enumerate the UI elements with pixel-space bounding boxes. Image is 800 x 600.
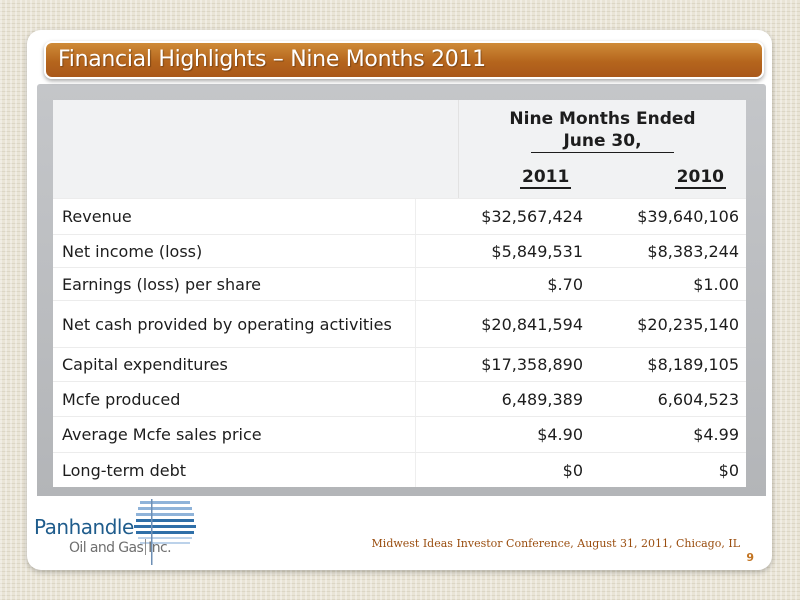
table-row: Net cash provided by operating activitie…: [53, 300, 746, 347]
column-divider: [415, 301, 416, 347]
value-2011: 6,489,389: [501, 389, 583, 409]
row-label: Long-term debt: [62, 460, 187, 480]
table-row: Revenue $32,567,424 $39,640,106: [53, 198, 746, 234]
period-heading: Nine Months Ended June 30,: [459, 108, 746, 153]
year-2011-heading: 2011: [520, 167, 572, 189]
value-2010: $20,235,140: [637, 314, 739, 334]
table-row: Net income (loss) $5,849,531 $8,383,244: [53, 234, 746, 267]
column-divider: [415, 199, 416, 234]
table-row: Long-term debt $0 $0: [53, 452, 746, 487]
page-number: 9: [746, 551, 754, 564]
header-period-cell: Nine Months Ended June 30, 2011 2010: [458, 100, 746, 198]
value-2010: 6,604,523: [657, 389, 739, 409]
row-label: Earnings (loss) per share: [62, 274, 262, 294]
company-logo: Panhandle Oil and Gas Inc.: [34, 497, 196, 567]
value-2011: $17,358,890: [481, 355, 583, 374]
logo-subtitle: Oil and Gas Inc.: [69, 539, 172, 556]
row-label: Revenue: [62, 207, 132, 226]
value-2011: $.70: [547, 274, 583, 294]
logo-sub-part2: Inc.: [148, 540, 171, 556]
table-row: Earnings (loss) per share $.70 $1.00: [53, 267, 746, 300]
value-2010: $4.99: [693, 425, 739, 444]
row-label: Net income (loss): [62, 241, 203, 261]
column-divider: [415, 417, 416, 452]
table-row: Mcfe produced 6,489,389 6,604,523: [53, 381, 746, 416]
waves-logo-icon: [134, 499, 196, 565]
column-divider: [415, 348, 416, 381]
value-2011: $0: [562, 460, 583, 480]
slide-title: Financial Highlights – Nine Months 2011: [58, 47, 486, 72]
value-2010: $8,383,244: [647, 241, 739, 261]
value-2010: $1.00: [693, 274, 739, 294]
table-row: Average Mcfe sales price $4.90 $4.99: [53, 416, 746, 452]
period-line1: Nine Months Ended: [509, 109, 696, 129]
row-label: Net cash provided by operating activitie…: [62, 314, 392, 334]
period-line2: June 30,: [531, 131, 674, 153]
table-row: Capital expenditures $17,358,890 $8,189,…: [53, 347, 746, 381]
column-divider: [415, 453, 416, 487]
column-divider: [415, 382, 416, 416]
column-divider: [415, 235, 416, 267]
value-2011: $5,849,531: [491, 241, 583, 261]
logo-divider: [145, 539, 147, 555]
header-blank-cell: [53, 100, 458, 198]
value-2011: $4.90: [537, 425, 583, 444]
value-2010: $39,640,106: [637, 207, 739, 226]
column-divider: [415, 268, 416, 300]
title-bar: Financial Highlights – Nine Months 2011: [44, 41, 764, 79]
logo-name: Panhandle: [34, 515, 134, 539]
row-label: Mcfe produced: [62, 389, 181, 409]
value-2010: $8,189,105: [647, 355, 739, 374]
financial-table: Nine Months Ended June 30, 2011 2010 Rev…: [53, 100, 746, 487]
table-header: Nine Months Ended June 30, 2011 2010: [53, 100, 746, 198]
row-label: Capital expenditures: [62, 355, 228, 374]
footer-conference: Midwest Ideas Investor Conference, Augus…: [371, 537, 740, 550]
logo-sub-part1: Oil and Gas: [69, 540, 144, 556]
row-label: Average Mcfe sales price: [62, 425, 262, 444]
value-2011: $32,567,424: [481, 207, 583, 226]
value-2011: $20,841,594: [481, 314, 583, 334]
year-2010-heading: 2010: [674, 167, 726, 189]
value-2010: $0: [718, 460, 739, 480]
